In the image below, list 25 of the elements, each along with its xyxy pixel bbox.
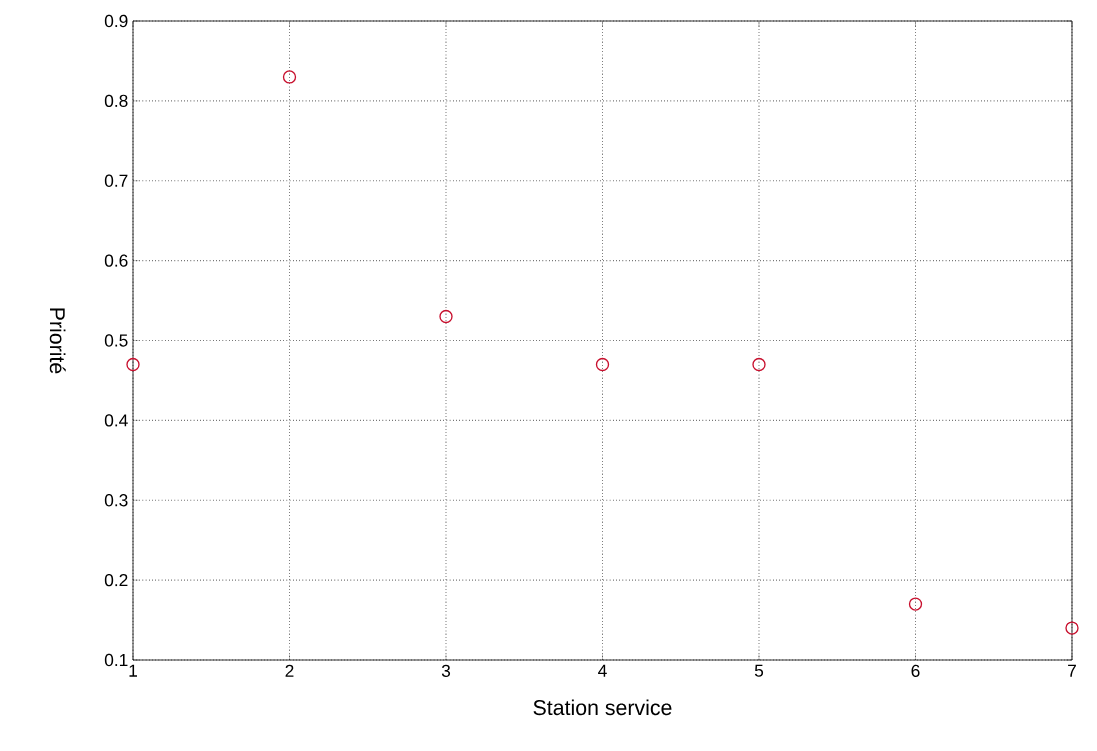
y-tick-label: 0.8 [104,94,128,108]
y-tick-label: 0.1 [104,653,128,667]
x-tick-label: 2 [285,664,294,677]
x-axis-title: Station service [533,699,672,716]
point [752,357,766,372]
y-tick-label: 0.4 [104,414,128,427]
y-tick-label: 0.3 [104,494,128,507]
y-tick-label: 0.6 [104,254,128,267]
y-tick-label: 0.9 [104,14,128,28]
point [1065,621,1079,635]
y-tick-label: 0.7 [104,174,128,187]
x-tick-label: 3 [441,664,451,677]
x-tick-label: 1 [129,664,137,677]
point [282,70,297,84]
point [595,357,610,372]
y-tick-label: 0.5 [104,334,128,347]
y-tick-label: 0.2 [104,573,128,587]
y-axis-title: Priorité [49,308,66,374]
point [439,309,453,324]
x-tick-label: 7 [1068,664,1076,677]
x-tick-label: 4 [598,664,607,677]
point [908,597,923,611]
x-tick-label: 5 [754,664,764,677]
x-tick-label: 6 [911,664,920,677]
point [126,357,140,372]
